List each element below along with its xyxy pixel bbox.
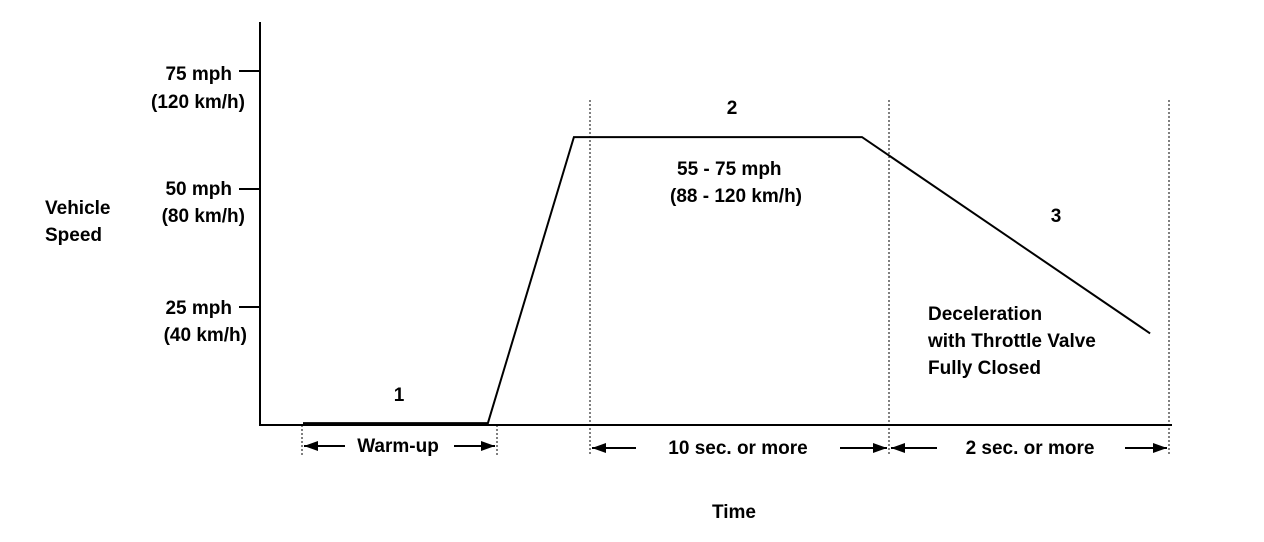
- phase-2-speed-range: 55 - 75 mph: [677, 159, 782, 180]
- y-tick-label-50: 50 mph: [165, 179, 232, 200]
- y-axis-title-line1: Vehicle: [45, 198, 111, 219]
- phase-2-speed-range-metric: (88 - 120 km/h): [670, 186, 802, 207]
- phase-3-duration-label: 2 sec. or more: [966, 438, 1095, 459]
- arrowhead-right-icon: [873, 443, 887, 453]
- x-axis-title: Time: [712, 502, 756, 523]
- phase-1-number: 1: [394, 385, 405, 406]
- y-tick-sublabel-25: (40 km/h): [164, 325, 247, 346]
- phase-3-number: 3: [1051, 206, 1062, 227]
- y-tick-label-25: 25 mph: [165, 298, 232, 319]
- y-axis-title-line2: Speed: [45, 225, 102, 246]
- phase-3-description-line2: with Throttle Valve: [927, 331, 1096, 352]
- arrowhead-left-icon: [891, 443, 905, 453]
- phase-2-duration-label: 10 sec. or more: [668, 438, 807, 459]
- y-tick-sublabel-75: (120 km/h): [151, 92, 245, 113]
- phase-3-description-line1: Deceleration: [928, 304, 1042, 325]
- phase-3-description-line3: Fully Closed: [928, 358, 1041, 379]
- speed-profile-line: [303, 136, 1151, 425]
- arrowhead-left-icon: [304, 441, 318, 451]
- y-tick-sublabel-50: (80 km/h): [162, 206, 245, 227]
- arrowhead-left-icon: [592, 443, 606, 453]
- arrowhead-right-icon: [1153, 443, 1167, 453]
- phase-2-number: 2: [727, 98, 738, 119]
- warmup-duration-label: Warm-up: [357, 436, 439, 457]
- arrowhead-right-icon: [481, 441, 495, 451]
- y-tick-label-75: 75 mph: [165, 64, 232, 85]
